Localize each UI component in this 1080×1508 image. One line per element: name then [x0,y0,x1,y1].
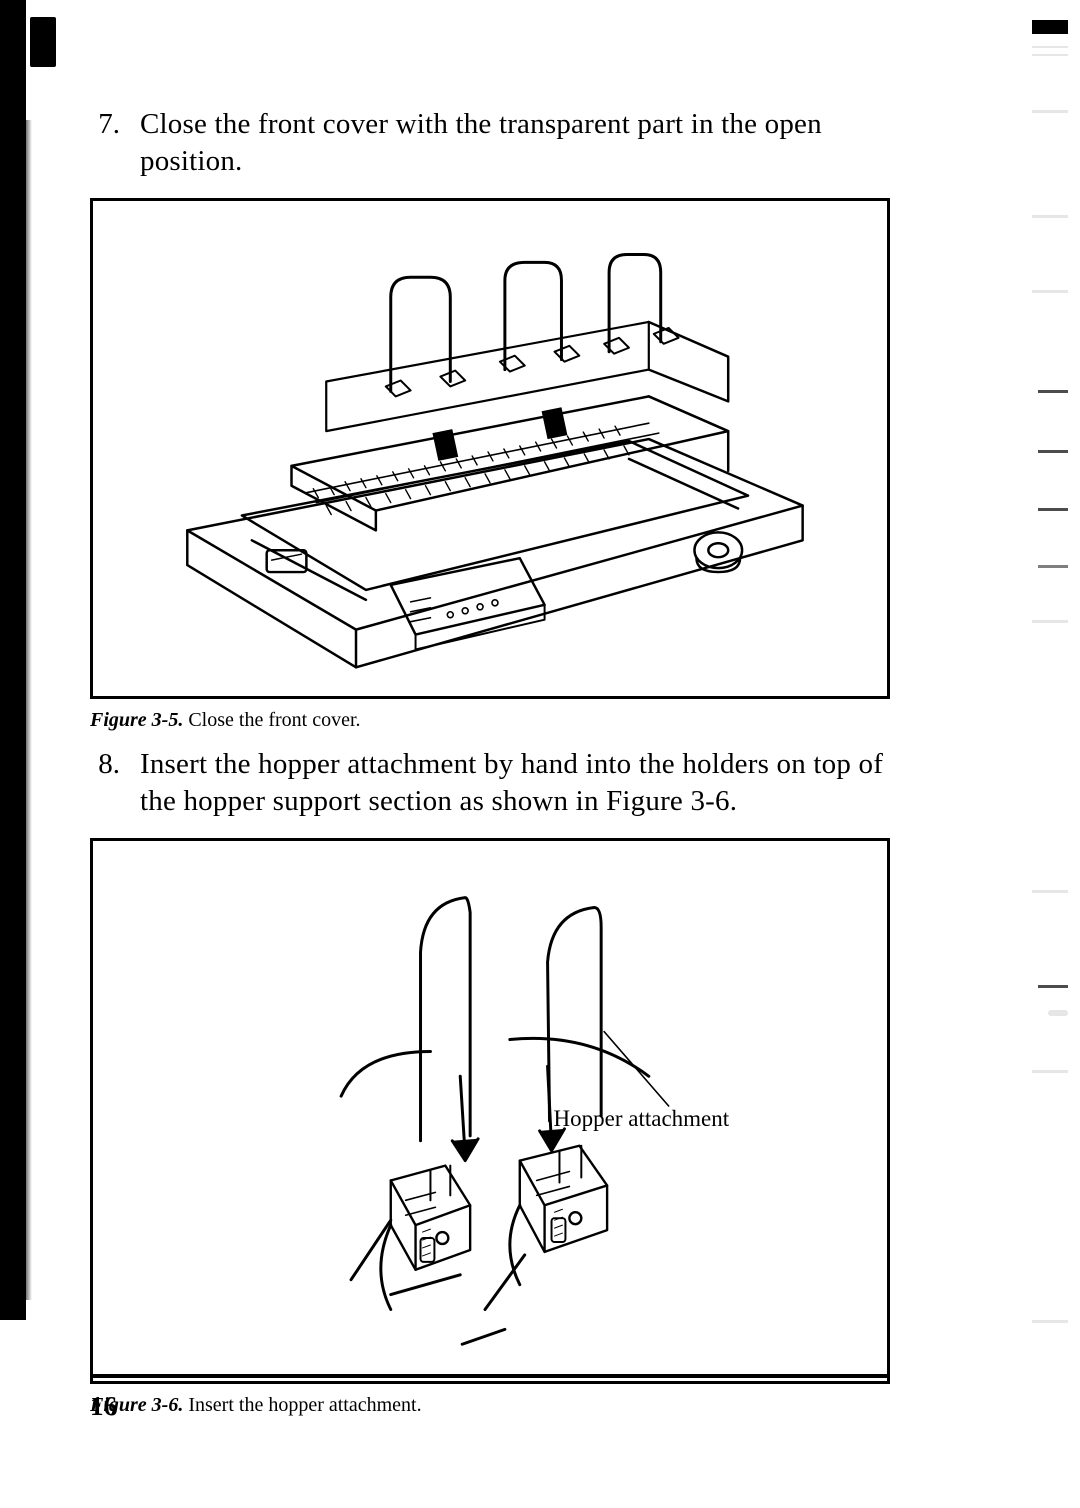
page-content: 7. Close the front cover with the transp… [90,80,890,1417]
step-number: 8. [90,748,120,781]
caption-text: Close the front cover. [183,709,360,731]
footer-divider [90,1374,890,1378]
step-text: Close the front cover with the transpare… [140,106,890,180]
hopper-attachment-label: Hopper attachment [554,1106,730,1132]
caption-text: Insert the hopper attachment. [183,1394,421,1416]
printer-illustration [93,201,887,696]
hopper-illustration [93,841,887,1381]
caption-label: Figure 3-5. [90,709,183,731]
scan-artifact-top [30,17,56,67]
page-number: 16 [90,1391,117,1422]
scan-binding-edge [0,0,26,1320]
step-7: 7. Close the front cover with the transp… [90,106,890,180]
figure-3-6-caption: Figure 3-6. Insert the hopper attachment… [90,1394,890,1417]
figure-3-5 [90,198,890,699]
step-8: 8. Insert the hopper attachment by hand … [90,746,890,820]
figure-3-6: Hopper attachment [90,838,890,1384]
step-number: 7. [90,108,120,141]
scan-artifacts-right [1028,20,1068,1480]
step-text: Insert the hopper attachment by hand int… [140,746,890,820]
figure-3-5-caption: Figure 3-5. Close the front cover. [90,709,890,732]
